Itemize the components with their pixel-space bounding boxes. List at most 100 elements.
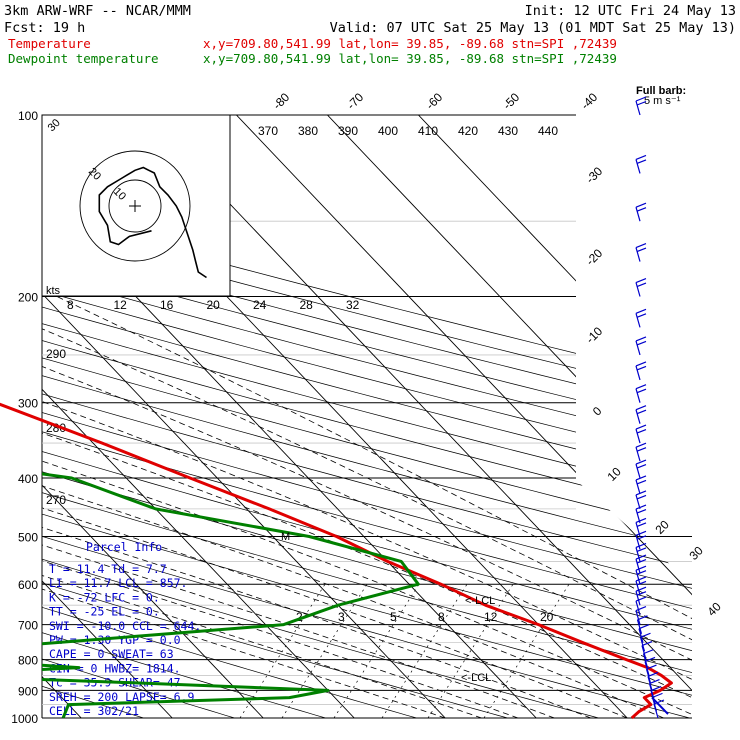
wind-barb-flag — [637, 615, 648, 621]
mixing-ratio-line — [239, 584, 326, 718]
isotherm-right-label: -10 — [583, 324, 605, 346]
moist-adiabat-line — [42, 296, 555, 718]
parcel-info-row: T = 11.4 Td = 7.7 — [49, 562, 167, 576]
hodograph-speed-label: kts — [46, 285, 61, 297]
wind-barb — [635, 313, 641, 328]
parcel-info-title: Parcel Info — [86, 540, 162, 554]
wind-barb-flag — [636, 494, 647, 500]
dry-adiabat-line — [42, 115, 692, 718]
mixing-ratio-label: 2 — [296, 610, 303, 624]
wind-barb-flag — [636, 388, 647, 394]
wind-barb-flag — [646, 664, 657, 670]
mixing-ratio-label: 3 — [338, 610, 345, 624]
dry-adiabat-line — [42, 115, 692, 718]
wind-barb-flag — [635, 530, 647, 536]
wind-barb — [635, 547, 641, 562]
wind-barb-flag — [636, 570, 647, 575]
wind-barb — [635, 591, 641, 606]
wind-barb-flag — [635, 576, 647, 582]
dry-adiabat-line — [42, 115, 326, 718]
dry-adiabat-line — [42, 115, 692, 718]
thetae-label: 28 — [300, 298, 314, 312]
wind-barb-flag — [635, 565, 647, 571]
wind-barb — [645, 668, 652, 684]
wind-barb-flag — [636, 429, 647, 434]
thetae-label: 12 — [114, 298, 128, 312]
moist-adiabat-line — [42, 296, 592, 718]
model-title: 3km ARW-WRF -- NCAR/MMM — [4, 3, 191, 19]
dry-adiabat-line — [42, 115, 417, 718]
mixing-ratio-lines: 2 3 5 8 12 20 — [239, 584, 570, 718]
dry-adiabat-line — [42, 115, 692, 718]
dry-adiabat-line — [42, 115, 692, 718]
isotherm-top-label: -40 — [578, 90, 600, 112]
mixing-ratio-label: 12 — [484, 610, 498, 624]
isotherm-right-label: 30 — [686, 543, 706, 563]
wind-barb-flag — [635, 96, 647, 102]
mixing-ratio-line — [427, 584, 514, 718]
moist-adiabat-line — [42, 296, 664, 718]
wind-barb — [635, 463, 641, 479]
wind-barb — [635, 535, 641, 550]
moist-adiabat-line — [42, 296, 692, 718]
wind-barb-flag — [635, 554, 647, 560]
wind-barb-flag — [635, 542, 647, 548]
wind-barb-flag — [635, 361, 647, 367]
wind-barb — [635, 207, 641, 222]
wind-barb-flag — [635, 442, 647, 448]
wind-barb-flag — [635, 277, 647, 284]
wind-barb-flag — [635, 490, 647, 496]
hodograph-trace — [98, 166, 207, 279]
moist-adiabat-line — [42, 296, 519, 718]
mixing-ratio-line — [281, 584, 368, 718]
pressure-tick-label: 500 — [18, 530, 38, 544]
dry-adiabat-line — [42, 115, 235, 718]
isotherm-right-label: 20 — [652, 517, 672, 537]
valid-time: Valid: 07 UTC Sat 25 May 13 (01 MDT Sat … — [330, 20, 736, 36]
lcl-marker-lower: <-LCL — [461, 672, 491, 684]
pressure-tick-label: 1000 — [11, 712, 38, 726]
moist-adiabat-line — [56, 296, 692, 718]
isotherm-line — [418, 115, 692, 718]
wind-barb — [635, 365, 641, 381]
dry-adiabat-line — [42, 115, 692, 718]
thetae-label: 20 — [207, 298, 221, 312]
theta-label: 380 — [298, 124, 318, 138]
wind-barb-flag — [636, 547, 647, 552]
isotherm-top-label: -80 — [270, 90, 292, 112]
wind-barb-flag — [635, 405, 647, 411]
moist-adiabat-line — [42, 296, 482, 718]
wind-barb-flag — [635, 517, 647, 524]
wind-barb-flag — [638, 624, 650, 630]
thetae-label: 16 — [160, 298, 174, 312]
parcel-info-row: CIN = 0 HWBZ= 1814. — [49, 661, 181, 675]
wind-barb-flag — [644, 656, 656, 662]
isotherm-right-label: -20 — [583, 246, 605, 268]
wind-barb-flag — [635, 336, 647, 342]
wind-barb — [635, 428, 641, 444]
full-barb-label: Full barb: — [636, 85, 686, 97]
parcel-info-row: TT = -25 EL = 0. — [49, 605, 160, 619]
mixing-ratio-line — [381, 584, 468, 718]
isotherm-line — [42, 115, 355, 718]
theta-left-label: 270 — [46, 493, 66, 507]
legend-temperature-label: Temperature — [8, 36, 91, 51]
dry-adiabat-line — [42, 115, 692, 718]
parcel-info-row: CELL = 302/21 — [49, 704, 139, 718]
wind-barb-flag — [636, 522, 647, 528]
theta-left-label: 290 — [46, 347, 66, 361]
isotherm-right-label: 40 — [704, 599, 724, 619]
wind-barb-flag — [636, 282, 647, 288]
m-marker: M — [281, 531, 290, 543]
legend-temperature-info: x,y=709.80,541.99 lat,lon= 39.85, -89.68… — [203, 36, 617, 51]
parcel-info-row: CAPE = 0 SWEAT= 63 — [49, 647, 174, 661]
wind-barb — [635, 100, 641, 116]
dry-adiabat-line — [42, 115, 692, 718]
temperature-line — [0, 402, 673, 720]
wind-barb-flag — [635, 308, 647, 314]
lcl-marker-upper: <-LCL — [465, 595, 495, 607]
legend-dewpoint-info: x,y=709.80,541.99 lat,lon= 39.85, -89.68… — [203, 51, 617, 66]
moist-adiabat-line — [42, 296, 628, 718]
wind-barb-flag — [636, 580, 647, 586]
